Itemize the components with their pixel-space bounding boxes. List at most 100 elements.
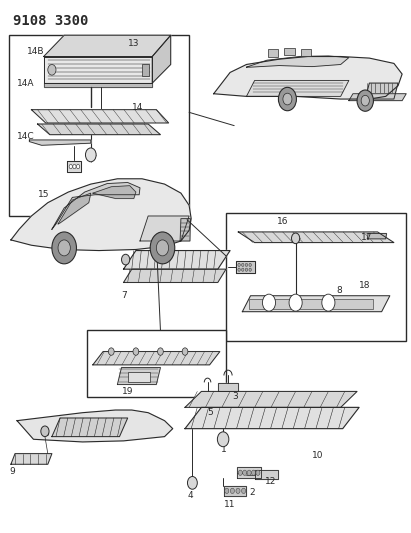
Polygon shape: [180, 219, 190, 241]
Polygon shape: [29, 140, 91, 146]
Circle shape: [289, 294, 302, 311]
Circle shape: [242, 470, 247, 475]
Circle shape: [225, 488, 229, 494]
Circle shape: [48, 64, 56, 75]
Bar: [226, 213, 406, 341]
Circle shape: [242, 263, 244, 266]
Polygon shape: [11, 454, 52, 464]
Text: 15: 15: [37, 190, 49, 199]
Text: 17: 17: [361, 233, 373, 242]
Polygon shape: [44, 35, 171, 56]
Polygon shape: [93, 185, 136, 198]
Text: 14A: 14A: [17, 78, 35, 87]
Text: 9: 9: [9, 467, 15, 475]
Circle shape: [58, 240, 70, 256]
Circle shape: [361, 95, 369, 106]
Polygon shape: [367, 233, 387, 239]
Polygon shape: [242, 296, 390, 312]
Text: 9108 3300: 9108 3300: [13, 14, 88, 28]
Polygon shape: [236, 261, 255, 273]
Text: 11: 11: [224, 500, 236, 509]
Text: 18: 18: [359, 280, 371, 289]
Polygon shape: [140, 216, 189, 241]
Polygon shape: [152, 35, 171, 83]
Circle shape: [256, 470, 260, 475]
Polygon shape: [255, 470, 278, 479]
Circle shape: [242, 268, 244, 271]
Circle shape: [263, 294, 275, 311]
Circle shape: [217, 432, 229, 447]
Text: 4: 4: [187, 490, 193, 499]
Polygon shape: [185, 407, 359, 429]
Circle shape: [249, 263, 252, 266]
Polygon shape: [11, 179, 191, 251]
Circle shape: [157, 348, 163, 356]
Circle shape: [283, 93, 292, 105]
Circle shape: [322, 294, 335, 311]
Bar: [284, 48, 295, 55]
Text: 16: 16: [277, 217, 289, 226]
Circle shape: [278, 87, 296, 111]
Bar: [9, 35, 189, 216]
Text: 5: 5: [208, 408, 213, 417]
Polygon shape: [185, 391, 357, 407]
Circle shape: [236, 488, 240, 494]
Circle shape: [52, 232, 76, 264]
Text: 10: 10: [312, 451, 323, 460]
Polygon shape: [247, 56, 349, 67]
Circle shape: [76, 165, 80, 168]
Polygon shape: [349, 94, 406, 101]
Circle shape: [156, 240, 169, 256]
Polygon shape: [67, 161, 81, 172]
Bar: [249, 300, 374, 309]
Circle shape: [230, 488, 234, 494]
Text: 14: 14: [132, 102, 143, 111]
Polygon shape: [124, 269, 226, 282]
Polygon shape: [44, 83, 152, 87]
Polygon shape: [52, 418, 128, 437]
Polygon shape: [31, 110, 169, 123]
Text: 12: 12: [265, 478, 276, 486]
Circle shape: [238, 268, 240, 271]
Text: 19: 19: [122, 387, 133, 396]
Polygon shape: [93, 352, 220, 365]
Circle shape: [122, 254, 130, 265]
Circle shape: [85, 148, 96, 162]
Circle shape: [252, 470, 256, 475]
Bar: [300, 49, 311, 56]
Polygon shape: [218, 383, 238, 391]
Polygon shape: [365, 83, 398, 99]
Circle shape: [245, 263, 248, 266]
Text: 3: 3: [232, 392, 238, 401]
Circle shape: [182, 348, 188, 356]
Circle shape: [41, 426, 49, 437]
Polygon shape: [214, 56, 402, 99]
Text: 7: 7: [122, 291, 127, 300]
Polygon shape: [118, 368, 160, 384]
Circle shape: [242, 488, 246, 494]
Polygon shape: [238, 232, 394, 243]
Polygon shape: [247, 80, 349, 96]
Circle shape: [73, 165, 76, 168]
Text: 8: 8: [337, 286, 342, 295]
Text: 13: 13: [128, 39, 139, 48]
Circle shape: [247, 470, 251, 475]
Circle shape: [249, 268, 252, 271]
Bar: [268, 49, 278, 56]
Polygon shape: [58, 193, 91, 224]
Polygon shape: [37, 124, 160, 135]
Polygon shape: [44, 56, 152, 83]
Circle shape: [357, 90, 374, 111]
Text: 2: 2: [250, 488, 255, 497]
Text: 14C: 14C: [17, 132, 35, 141]
Polygon shape: [238, 467, 261, 478]
Circle shape: [133, 348, 139, 356]
Polygon shape: [224, 486, 247, 496]
Circle shape: [238, 470, 242, 475]
Bar: [87, 330, 226, 397]
Circle shape: [238, 263, 240, 266]
Polygon shape: [52, 182, 140, 229]
Circle shape: [245, 268, 248, 271]
Circle shape: [187, 477, 197, 489]
Bar: [128, 372, 150, 382]
